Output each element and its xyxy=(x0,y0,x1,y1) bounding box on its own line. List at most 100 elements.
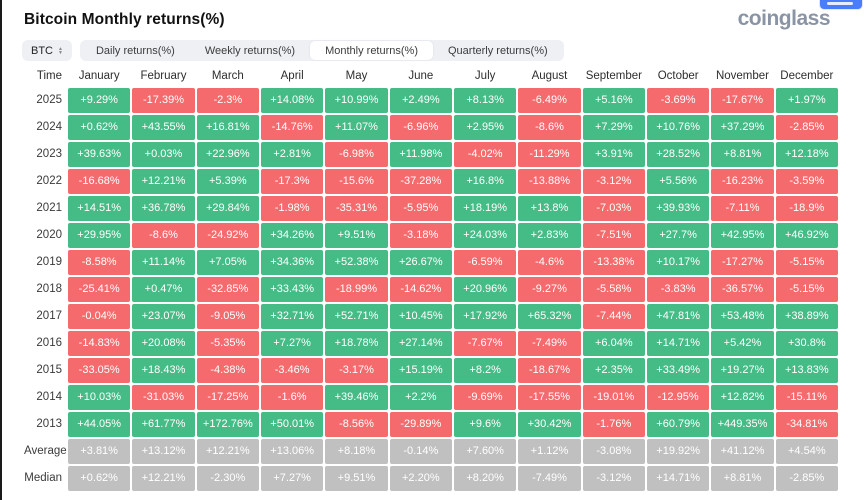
row-label-2023: 2023 xyxy=(36,148,62,160)
return-cell: +2.95% xyxy=(453,115,517,140)
return-cell: +8.81% xyxy=(711,466,774,491)
return-cell: -31.03% xyxy=(132,385,195,410)
return-cell: +32.71% xyxy=(260,304,324,329)
return-cell: -18.9% xyxy=(775,196,838,221)
return-cell: +6.04% xyxy=(582,331,645,356)
return-cell: +7.60% xyxy=(453,439,517,464)
return-cell: +22.96% xyxy=(196,142,259,167)
return-cell: +2.35% xyxy=(582,358,645,383)
return-cell: +28.52% xyxy=(646,142,710,167)
return-cell: +65.32% xyxy=(518,304,581,329)
return-cell: +33.49% xyxy=(646,358,710,383)
tab-daily[interactable]: Daily returns(%) xyxy=(81,41,190,60)
return-cell: -3.69% xyxy=(646,88,710,113)
row-label-2016: 2016 xyxy=(36,337,62,349)
return-cell: -13.38% xyxy=(582,250,645,275)
return-cell: -7.49% xyxy=(518,466,581,491)
return-cell: +39.63% xyxy=(68,142,131,167)
return-cell: -17.55% xyxy=(518,385,581,410)
return-cell: -0.04% xyxy=(68,304,131,329)
return-cell: +29.84% xyxy=(196,196,259,221)
return-cell: -18.67% xyxy=(518,358,581,383)
up-down-arrows-icon: ▲ ▼ xyxy=(58,45,63,56)
return-cell: -6.49% xyxy=(518,88,581,113)
return-cell: +13.06% xyxy=(260,439,324,464)
tab-weekly[interactable]: Weekly returns(%) xyxy=(190,41,310,60)
row-label-average: Average xyxy=(24,445,67,457)
return-cell: +12.82% xyxy=(711,385,774,410)
return-cell: -8.6% xyxy=(518,115,581,140)
return-cell: -25.41% xyxy=(68,277,131,302)
return-cell: +5.39% xyxy=(196,169,259,194)
return-cell: -16.68% xyxy=(68,169,131,194)
column-header-august: August xyxy=(531,70,568,82)
return-cell: +36.78% xyxy=(132,196,195,221)
return-cell: +43.55% xyxy=(132,115,195,140)
return-cell: +9.51% xyxy=(325,466,388,491)
return-cell: +53.48% xyxy=(711,304,774,329)
return-cell: +39.46% xyxy=(325,385,388,410)
return-cell: +5.42% xyxy=(711,331,774,356)
return-cell: +1.97% xyxy=(775,88,838,113)
return-cell: -33.05% xyxy=(68,358,131,383)
return-cell: -24.92% xyxy=(196,223,259,248)
return-cell: +18.78% xyxy=(325,331,388,356)
row-label-2022: 2022 xyxy=(36,175,62,187)
return-cell: -14.76% xyxy=(260,115,324,140)
return-cell: +20.96% xyxy=(453,277,517,302)
return-cell: +14.51% xyxy=(68,196,131,221)
column-header-march: March xyxy=(211,70,244,82)
window-left-edge xyxy=(0,0,2,500)
row-label-2017: 2017 xyxy=(36,310,62,322)
return-cell: -6.98% xyxy=(325,142,388,167)
return-cell: -4.38% xyxy=(196,358,259,383)
return-cell: -9.27% xyxy=(518,277,581,302)
tab-monthly[interactable]: Monthly returns(%) xyxy=(310,41,433,60)
return-cell: +12.21% xyxy=(132,169,195,194)
return-cell: -5.15% xyxy=(775,250,838,275)
return-cell: -2.85% xyxy=(775,115,838,140)
return-cell: +10.03% xyxy=(68,385,131,410)
return-cell: +27.14% xyxy=(389,331,452,356)
return-cell: -17.3% xyxy=(260,169,324,194)
return-cell: -17.25% xyxy=(196,385,259,410)
tab-quarterly[interactable]: Quarterly returns(%) xyxy=(433,41,563,60)
return-cell: +7.27% xyxy=(260,466,324,491)
return-cell: -3.12% xyxy=(582,169,645,194)
top-right-badge-button[interactable] xyxy=(820,0,862,9)
return-cell: +61.77% xyxy=(132,412,195,437)
return-cell: -5.58% xyxy=(582,277,645,302)
return-cell: +19.27% xyxy=(711,358,774,383)
return-cell: +29.95% xyxy=(68,223,131,248)
return-cell: -2.30% xyxy=(196,466,259,491)
return-cell: +8.13% xyxy=(453,88,517,113)
return-cell: -7.51% xyxy=(582,223,645,248)
row-label-2021: 2021 xyxy=(36,202,62,214)
symbol-select[interactable]: BTC ▲ ▼ xyxy=(22,40,72,61)
return-cell: +16.8% xyxy=(453,169,517,194)
column-header-may: May xyxy=(345,70,368,82)
return-cell: -9.69% xyxy=(453,385,517,410)
column-header-november: November xyxy=(715,70,770,82)
return-cell: +8.18% xyxy=(325,439,388,464)
return-cell: -19.01% xyxy=(582,385,645,410)
return-cell: +9.51% xyxy=(325,223,388,248)
return-cell: +39.93% xyxy=(646,196,710,221)
return-cell: -14.62% xyxy=(389,277,452,302)
column-header-june: June xyxy=(408,70,434,82)
return-cell: +34.36% xyxy=(260,250,324,275)
controls-bar: BTC ▲ ▼ Daily returns(%) Weekly returns(%)… xyxy=(22,40,564,62)
page-title: Bitcoin Monthly returns(%) xyxy=(24,11,225,28)
return-cell: +34.26% xyxy=(260,223,324,248)
return-cell: +5.16% xyxy=(582,88,645,113)
return-cell: +2.49% xyxy=(389,88,452,113)
return-cell: +0.62% xyxy=(68,466,131,491)
return-cell: +24.03% xyxy=(453,223,517,248)
return-cell: -4.6% xyxy=(518,250,581,275)
column-header-october: October xyxy=(657,70,699,82)
return-cell: +0.62% xyxy=(68,115,131,140)
coinglass-logo[interactable]: coinglass xyxy=(737,7,831,30)
return-cell: +19.92% xyxy=(646,439,710,464)
return-cell: +0.03% xyxy=(132,142,195,167)
return-cell: -17.27% xyxy=(711,250,774,275)
